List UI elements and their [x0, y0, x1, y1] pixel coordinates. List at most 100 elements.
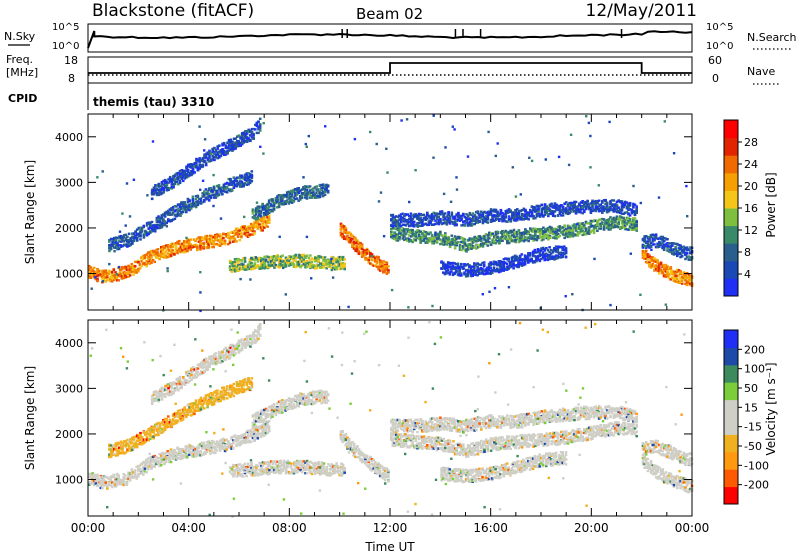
heatmap-cell: [290, 256, 293, 258]
heatmap-cell: [496, 231, 499, 233]
heatmap-cell: [317, 188, 320, 190]
heatmap-cell: [460, 274, 463, 276]
heatmap-cell: [163, 247, 166, 249]
heatmap-cell: [368, 259, 371, 261]
heatmap-cell: [207, 246, 210, 248]
heatmap-cell: [604, 199, 607, 201]
heatmap-cell: [596, 230, 599, 232]
heatmap-cell: [190, 207, 193, 209]
heatmap-cell: [117, 279, 120, 281]
heatmap-cell: [606, 202, 609, 204]
heatmap-cell: [478, 221, 481, 223]
heatmap-cell: [145, 265, 148, 267]
heatmap-cell: [222, 237, 225, 239]
heatmap-cell: [234, 238, 237, 240]
heatmap-cell: [223, 142, 226, 144]
heatmap-cell: [203, 246, 206, 248]
heatmap-cell: [447, 269, 450, 271]
station-title: Blackstone (fitACF): [92, 1, 254, 21]
heatmap-cell: [506, 221, 509, 223]
heatmap-cell: [271, 200, 274, 202]
heatmap-cell: [585, 208, 588, 210]
heatmap-cell: [429, 231, 432, 233]
heatmap-cell: [235, 240, 238, 242]
heatmap-cell: [487, 221, 490, 223]
heatmap-cell: [189, 248, 192, 250]
heatmap-cell: [110, 247, 113, 249]
heatmap-cell: [449, 273, 452, 275]
heatmap-cell: [119, 273, 122, 275]
heatmap-cell: [476, 266, 479, 268]
heatmap-cell: [266, 226, 269, 228]
heatmap-cell: [153, 261, 156, 263]
heatmap-cell: [229, 267, 232, 269]
heatmap-cell: [276, 199, 279, 201]
heatmap-cell: [398, 238, 401, 240]
nave-tick-bottom: 0: [712, 72, 719, 85]
heatmap-cell: [144, 256, 147, 258]
heatmap-cell: [134, 265, 137, 267]
heatmap-cell: [487, 218, 490, 220]
date-label: 12/May/2011: [586, 1, 698, 21]
heatmap-cell: [343, 258, 346, 260]
heatmap-cell: [132, 273, 135, 275]
heatmap-cell: [237, 262, 240, 264]
heatmap-cell: [129, 274, 132, 276]
heatmap-cell: [151, 198, 154, 200]
beam-label: Beam 02: [356, 5, 423, 23]
heatmap-cell: [259, 125, 262, 127]
heatmap-cell: [376, 262, 379, 264]
heatmap-cell: [278, 206, 281, 208]
freq-series-line: [88, 63, 692, 73]
heatmap-cell: [436, 240, 439, 242]
heatmap-cell: [171, 249, 174, 251]
heatmap-cell: [176, 181, 179, 183]
heatmap-cell: [405, 233, 408, 235]
heatmap-cell: [268, 218, 271, 220]
nsky-panel: N.Sky 10^5 10^0 10^5 10^0 N.Search: [4, 22, 797, 52]
heatmap-cell: [613, 199, 616, 201]
heatmap-cell: [273, 267, 276, 269]
heatmap-cell: [293, 200, 296, 202]
heatmap-cell: [141, 229, 144, 231]
heatmap-cell: [297, 187, 300, 189]
heatmap-cell: [439, 231, 442, 233]
heatmap-cell: [257, 132, 260, 134]
heatmap-cell: [143, 225, 146, 227]
heatmap-cell: [503, 233, 506, 235]
heatmap-cell: [251, 180, 254, 182]
heatmap-cell: [173, 253, 176, 255]
heatmap-cell: [151, 221, 154, 223]
heatmap-cell: [325, 188, 328, 190]
heatmap-cell: [570, 227, 573, 229]
heatmap-cell: [316, 267, 319, 269]
heatmap-cell: [276, 255, 279, 257]
heatmap-cell: [261, 229, 264, 231]
heatmap-cell: [208, 199, 211, 201]
heatmap-cell: [426, 218, 429, 220]
heatmap-cell: [583, 211, 586, 213]
heatmap-cell: [617, 223, 620, 225]
heatmap-cell: [457, 212, 460, 214]
nsearch-label: N.Search: [747, 31, 797, 44]
cpid-value: themis (tau) 3310: [93, 95, 214, 109]
heatmap-cell: [454, 247, 457, 249]
heatmap-cell: [278, 266, 281, 268]
heatmap-cell: [562, 214, 565, 216]
heatmap-cell: [164, 215, 167, 217]
heatmap-cell: [447, 211, 450, 213]
heatmap-cell: [178, 240, 181, 242]
heatmap-cell: [206, 235, 209, 237]
heatmap-cell: [128, 233, 131, 235]
heatmap-cell: [635, 205, 638, 207]
heatmap-cell: [500, 209, 503, 211]
heatmap-cell: [387, 265, 390, 267]
heatmap-cell: [229, 242, 232, 244]
heatmap-cell: [118, 248, 121, 250]
heatmap-cell: [133, 240, 136, 242]
heatmap-cell: [444, 212, 447, 214]
heatmap-cell: [403, 235, 406, 237]
heatmap-cell: [595, 210, 598, 212]
heatmap-cell: [259, 129, 262, 131]
heatmap-cell: [532, 215, 535, 217]
